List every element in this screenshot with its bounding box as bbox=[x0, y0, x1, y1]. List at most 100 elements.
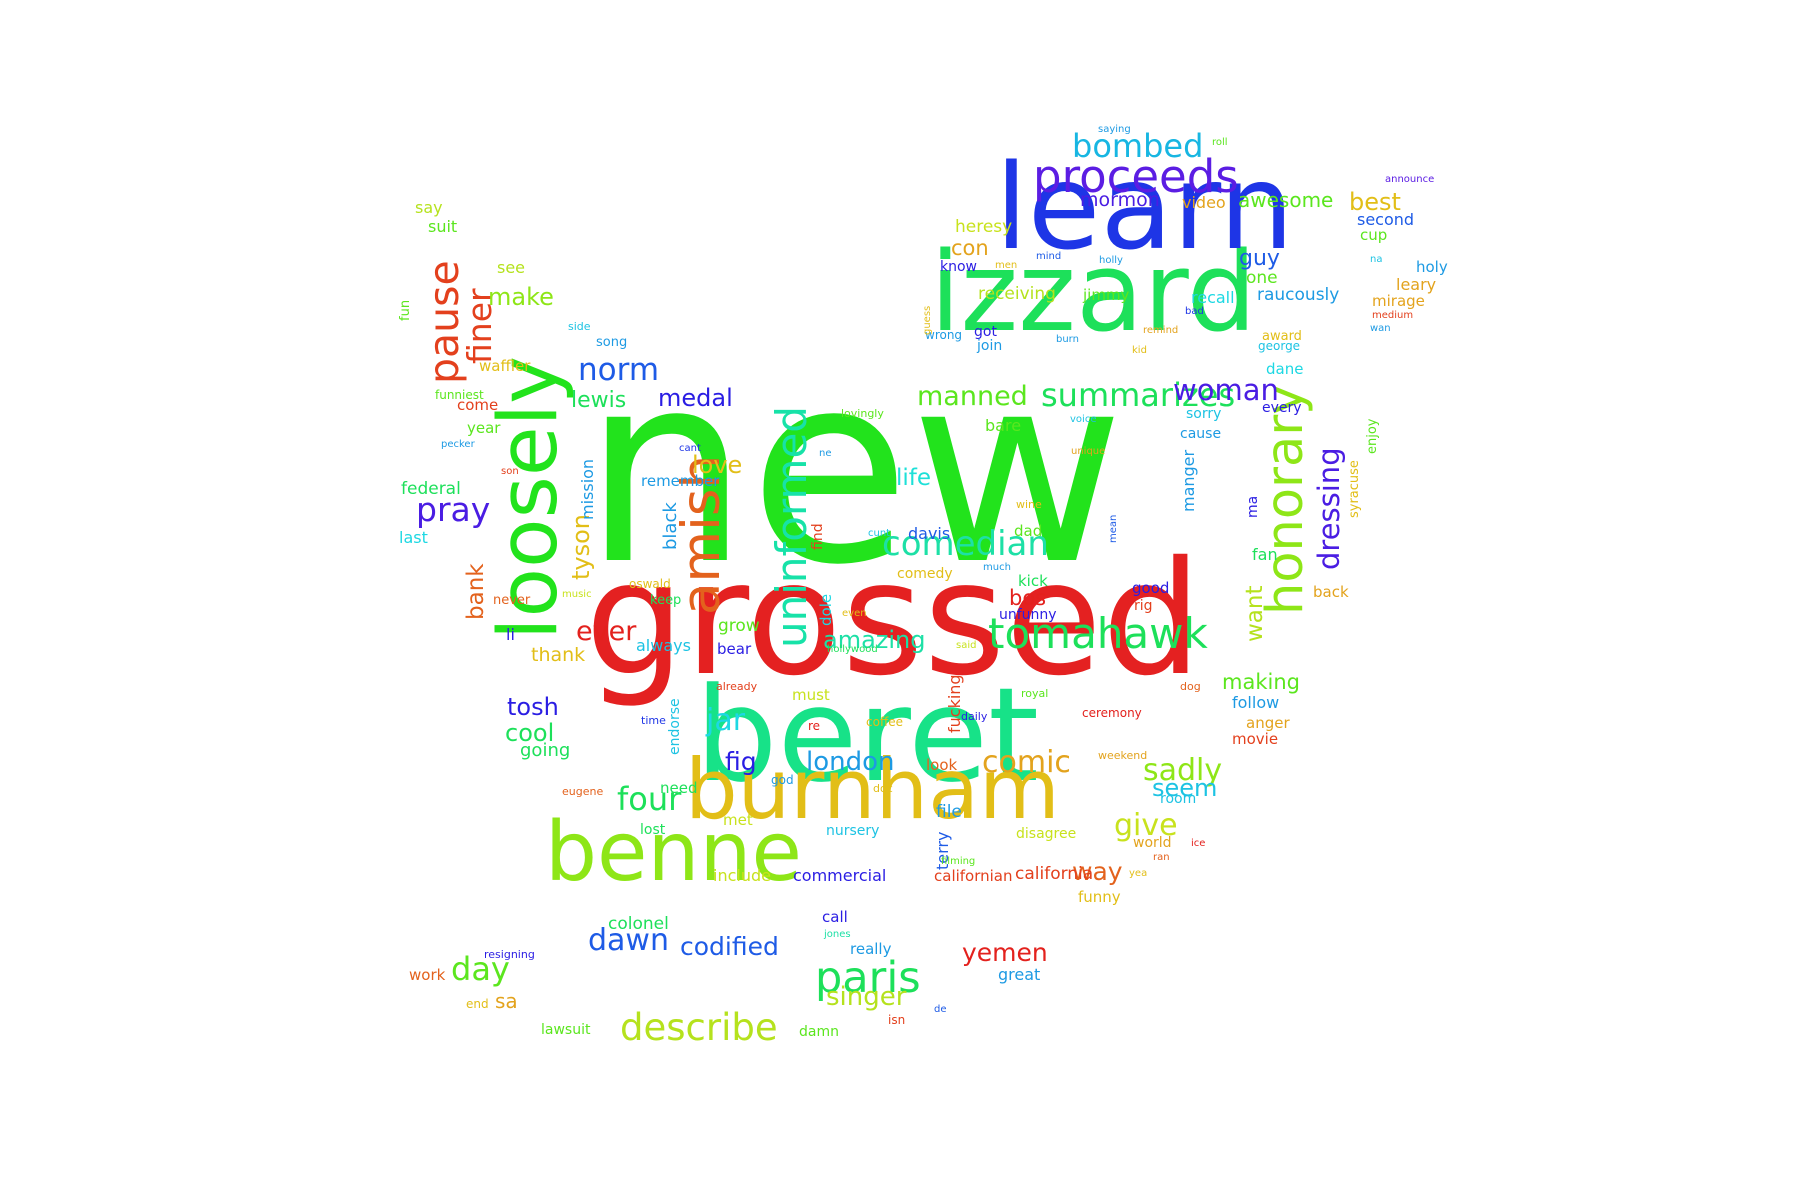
word-medal: medal bbox=[658, 384, 733, 412]
word-benne: benne bbox=[545, 805, 802, 900]
word-medium: medium bbox=[1372, 310, 1413, 321]
word-paris: paris bbox=[815, 953, 921, 1003]
word-oswald: oswald bbox=[629, 577, 671, 591]
word-never: never bbox=[493, 593, 531, 608]
word-room: room bbox=[1160, 791, 1196, 807]
word-sa: sa bbox=[495, 989, 518, 1013]
word-waffler: waffler bbox=[479, 357, 531, 375]
word-love: love bbox=[692, 451, 742, 479]
word-yemen: yemen bbox=[962, 938, 1048, 967]
word-world: world bbox=[1133, 835, 1172, 851]
word-lovingly: lovingly bbox=[841, 407, 884, 420]
word-join: join bbox=[976, 338, 1002, 354]
word-re: re bbox=[808, 719, 820, 733]
word-god: god bbox=[771, 773, 794, 787]
word-wine: wine bbox=[1016, 498, 1042, 511]
word-grossed: grossed bbox=[585, 528, 1202, 711]
word-honorary: honorary bbox=[1256, 385, 1315, 615]
word-ne: ne bbox=[819, 448, 832, 459]
word-tyson: tyson bbox=[567, 514, 595, 580]
word-endorse: endorse bbox=[667, 698, 683, 755]
word-ever: ever bbox=[576, 616, 637, 647]
word-lost: lost bbox=[640, 822, 666, 838]
word-bombed: bombed bbox=[1072, 127, 1203, 165]
word-making: making bbox=[1222, 670, 1300, 694]
word-cant: cant bbox=[679, 443, 701, 454]
word-unique: unique bbox=[1071, 446, 1105, 457]
word-rig: rig bbox=[1134, 598, 1153, 614]
word-make: make bbox=[488, 283, 554, 311]
word-eugene: eugene bbox=[562, 785, 603, 798]
word-file: file bbox=[936, 802, 962, 822]
word-enjoy: enjoy bbox=[1365, 418, 1380, 454]
word-daily: daily bbox=[961, 710, 988, 723]
word-kid: kid bbox=[1132, 345, 1147, 356]
word-pecker: pecker bbox=[441, 439, 476, 450]
word-tosh: tosh bbox=[507, 693, 559, 721]
word-holy: holy bbox=[1416, 258, 1448, 276]
word-even: even bbox=[842, 608, 867, 619]
word-best: best bbox=[1349, 188, 1401, 216]
word-burnham: burnham bbox=[685, 741, 1060, 838]
word-lawsuit: lawsuit bbox=[541, 1022, 591, 1038]
word-jones: jones bbox=[823, 929, 851, 940]
word-awesome: awesome bbox=[1238, 188, 1333, 212]
word-really: really bbox=[850, 940, 892, 958]
word-follow: follow bbox=[1232, 693, 1279, 712]
word-four: four bbox=[617, 780, 682, 818]
word-dad: dad bbox=[1014, 522, 1042, 540]
word-con: con bbox=[951, 236, 989, 260]
word-ma: ma bbox=[1245, 496, 1261, 518]
word-fig: fig bbox=[725, 747, 757, 776]
word-summarizes: summarizes bbox=[1041, 376, 1235, 414]
word-raucously: raucously bbox=[1257, 285, 1339, 305]
word-said: said bbox=[956, 640, 976, 651]
word-bank: bank bbox=[463, 563, 489, 620]
word-give: give bbox=[1114, 808, 1178, 843]
word-thank: thank bbox=[531, 644, 585, 666]
word-dole: dole bbox=[817, 594, 835, 626]
word-way: way bbox=[1072, 857, 1123, 886]
word-kick: kick bbox=[1018, 572, 1048, 590]
word-bare: bare bbox=[985, 416, 1021, 435]
word-cup: cup bbox=[1360, 226, 1387, 244]
word-woman: woman bbox=[1173, 373, 1279, 407]
word-include: include bbox=[713, 866, 771, 885]
word-beret: beret bbox=[695, 659, 1039, 811]
word-cunt: cunt bbox=[868, 528, 890, 539]
word-weekend: weekend bbox=[1098, 749, 1147, 762]
word-syracuse: syracuse bbox=[1347, 460, 1362, 518]
word-roll: roll bbox=[1212, 137, 1228, 148]
word-describe: describe bbox=[620, 1006, 778, 1049]
word-look: look bbox=[926, 756, 958, 774]
word-ice: ice bbox=[1191, 838, 1205, 849]
word-jimmy: jimmy bbox=[1082, 286, 1130, 304]
word-norm: norm bbox=[578, 352, 659, 388]
word-seem: seem bbox=[1152, 774, 1217, 802]
word-mind: mind bbox=[1036, 251, 1061, 262]
word-men: men bbox=[995, 260, 1017, 271]
word-george: george bbox=[1258, 339, 1300, 353]
word-wrong: wrong bbox=[925, 328, 962, 342]
word-saying: saying bbox=[1098, 124, 1131, 135]
word-anger: anger bbox=[1246, 714, 1290, 732]
word-want: want bbox=[1242, 585, 1268, 642]
word-royal: royal bbox=[1021, 687, 1048, 700]
word-yea: yea bbox=[1129, 868, 1147, 879]
word-say: say bbox=[415, 198, 443, 217]
word-every: every bbox=[1262, 400, 1302, 416]
word-guy: guy bbox=[1239, 246, 1280, 271]
word-call: call bbox=[822, 908, 848, 926]
word-isn: isn bbox=[888, 1013, 905, 1027]
word-filming: filming bbox=[941, 856, 975, 867]
word-second: second bbox=[1357, 210, 1414, 229]
word-comedian: comedian bbox=[882, 524, 1049, 564]
word-pause: pause bbox=[420, 260, 468, 384]
word-always: always bbox=[636, 636, 691, 655]
word-federal: federal bbox=[401, 479, 461, 499]
word-damn: damn bbox=[799, 1024, 839, 1040]
word-uninformed: uninformed bbox=[767, 406, 816, 648]
word-time: time bbox=[641, 714, 666, 727]
word-grow: grow bbox=[718, 616, 760, 636]
